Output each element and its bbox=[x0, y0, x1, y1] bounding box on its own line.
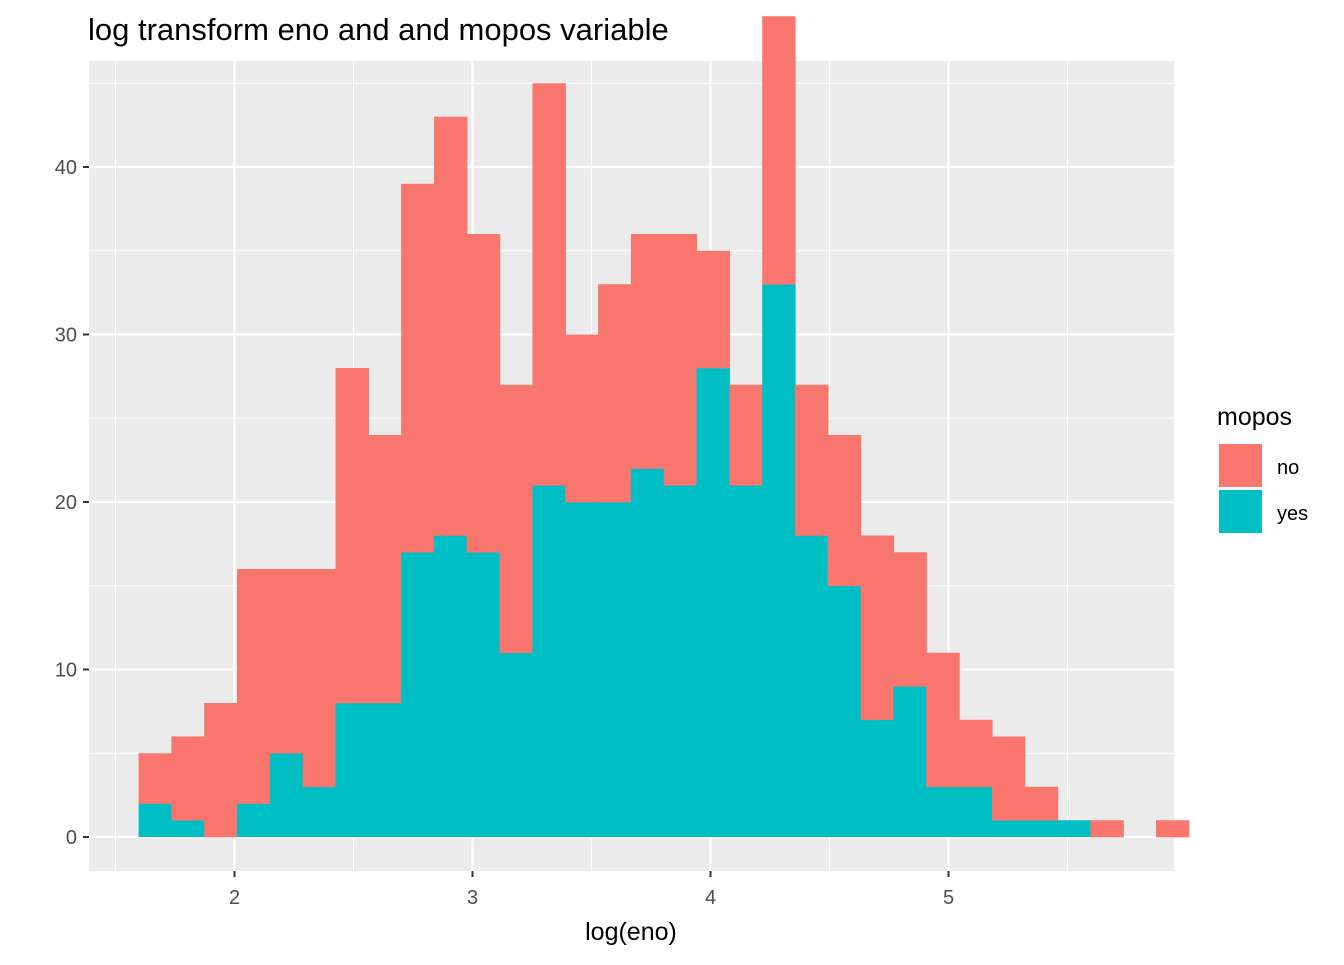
bar-yes bbox=[630, 468, 665, 837]
bar-yes bbox=[138, 803, 173, 837]
bar-no bbox=[466, 234, 501, 553]
y-tick-label: 40 bbox=[55, 157, 77, 179]
bar-yes bbox=[795, 535, 829, 837]
bar-no bbox=[368, 435, 402, 704]
bar-no bbox=[204, 703, 238, 838]
bar-yes bbox=[171, 820, 205, 837]
y-tick-label: 0 bbox=[66, 827, 77, 849]
bar-no bbox=[630, 234, 665, 469]
bar-yes bbox=[401, 552, 435, 837]
x-axis-tick-labels: 2 3 4 5 bbox=[229, 887, 954, 909]
y-tick-label: 30 bbox=[55, 325, 77, 347]
bar-no bbox=[138, 753, 173, 804]
bar-yes bbox=[696, 368, 730, 837]
bar-yes bbox=[827, 585, 862, 837]
bar-no bbox=[1156, 820, 1190, 838]
bar-no bbox=[499, 384, 534, 654]
bar-yes bbox=[237, 803, 271, 837]
bar-yes bbox=[991, 820, 1026, 837]
chart-title: log transform eno and and mopos variable bbox=[88, 12, 669, 47]
x-tick-label: 5 bbox=[943, 887, 954, 909]
bar-yes bbox=[433, 535, 468, 837]
y-tick-label: 10 bbox=[55, 660, 77, 682]
bar-no bbox=[1024, 786, 1059, 821]
bar-yes bbox=[565, 502, 599, 837]
bar-no bbox=[991, 736, 1026, 821]
bar-yes bbox=[959, 786, 993, 837]
x-tick-label: 4 bbox=[705, 887, 716, 909]
bar-yes bbox=[926, 786, 960, 837]
bar-no bbox=[663, 234, 698, 486]
bar-yes bbox=[762, 284, 796, 837]
bar-yes bbox=[860, 719, 895, 837]
bar-no bbox=[433, 116, 468, 536]
bar-no bbox=[269, 569, 304, 754]
legend-label-no: no bbox=[1277, 457, 1299, 479]
bar-no bbox=[696, 250, 730, 369]
bar-yes bbox=[302, 786, 337, 837]
bar-no bbox=[893, 552, 927, 687]
bar-no bbox=[1090, 820, 1124, 838]
bar-yes bbox=[893, 686, 927, 837]
bar-no bbox=[401, 183, 435, 553]
bar-no bbox=[795, 384, 829, 536]
y-tick-label: 20 bbox=[55, 492, 77, 514]
bar-yes bbox=[269, 753, 304, 837]
axis-ticks bbox=[83, 166, 950, 877]
legend-entries: no yes bbox=[1219, 444, 1308, 533]
bar-no bbox=[926, 652, 960, 788]
bar-no bbox=[827, 435, 862, 587]
x-tick-label: 2 bbox=[229, 887, 240, 909]
legend-title: mopos bbox=[1217, 403, 1292, 431]
bar-no bbox=[762, 16, 796, 285]
bar-no bbox=[237, 569, 271, 804]
bar-yes bbox=[368, 703, 402, 837]
x-axis-title: log(eno) bbox=[585, 918, 677, 946]
bar-yes bbox=[729, 485, 763, 837]
bar-no bbox=[335, 368, 369, 704]
y-axis-tick-labels: 0 10 20 30 40 bbox=[55, 157, 77, 849]
legend-key-no bbox=[1219, 444, 1262, 487]
bar-no bbox=[302, 569, 337, 788]
bar-yes bbox=[1024, 820, 1059, 837]
bar-no bbox=[959, 719, 993, 788]
bar-no bbox=[565, 334, 599, 503]
legend-key-yes bbox=[1219, 490, 1262, 533]
legend: mopos no yes bbox=[1217, 403, 1308, 533]
x-tick-label: 3 bbox=[467, 887, 478, 909]
bar-yes bbox=[532, 485, 566, 837]
bar-yes bbox=[466, 552, 501, 837]
bar-no bbox=[598, 284, 632, 503]
bar-yes bbox=[663, 485, 698, 837]
bar-yes bbox=[598, 502, 632, 837]
bar-no bbox=[860, 535, 895, 721]
legend-label-yes: yes bbox=[1277, 503, 1308, 525]
bar-no bbox=[532, 83, 566, 486]
bar-yes bbox=[1057, 820, 1091, 837]
bar-no bbox=[171, 736, 205, 821]
bar-no bbox=[729, 384, 763, 486]
bar-yes bbox=[499, 652, 534, 837]
bars bbox=[138, 16, 1190, 838]
bar-yes bbox=[335, 703, 369, 837]
